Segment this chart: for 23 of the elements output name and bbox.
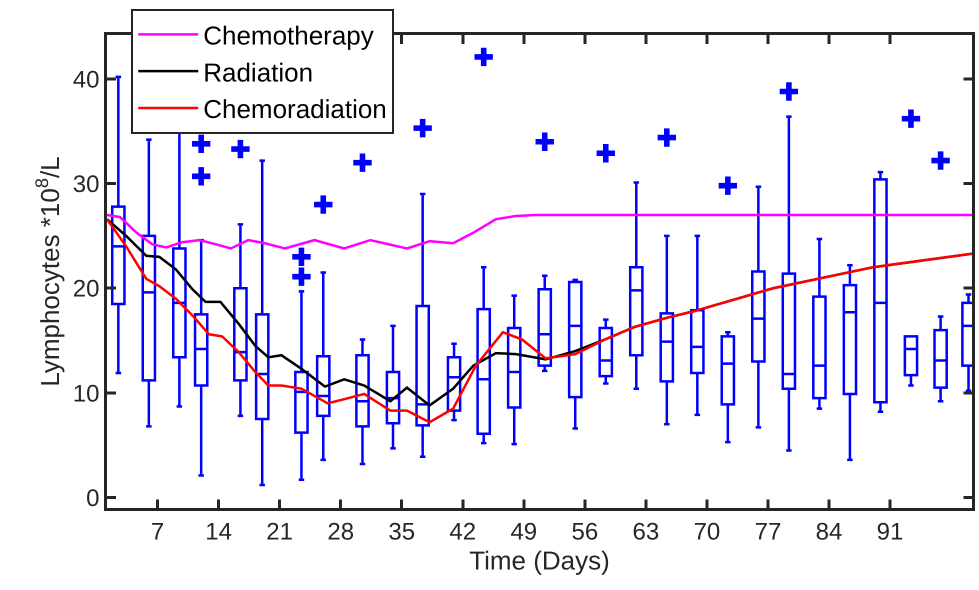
- y-tick-label: 40: [72, 66, 100, 94]
- x-tick-label: 14: [205, 518, 232, 546]
- x-tick-label: 77: [754, 518, 782, 546]
- x-tick-label: 42: [449, 518, 476, 546]
- x-tick-label: 49: [510, 518, 538, 546]
- y-tick-label: 20: [72, 276, 100, 303]
- x-axis-title: Time (Days): [469, 546, 610, 576]
- x-tick-label: 84: [816, 518, 842, 546]
- x-tick-label: 63: [632, 518, 660, 546]
- legend-label: Chemoradiation: [203, 94, 387, 124]
- y-tick-label: 10: [72, 380, 100, 408]
- x-tick-label: 21: [266, 518, 293, 546]
- x-tick-label: 70: [694, 518, 720, 546]
- y-tick-label: 30: [72, 171, 100, 198]
- y-tick-label: 0: [86, 484, 100, 512]
- x-tick-label: 56: [571, 518, 598, 546]
- legend-label: Chemotherapy: [203, 20, 374, 51]
- x-tick-label: 91: [876, 518, 904, 546]
- line-series: [107, 214, 972, 250]
- legend-label: Radiation: [203, 57, 314, 88]
- x-tick-label: 7: [150, 518, 164, 546]
- x-tick-label: 35: [388, 518, 416, 546]
- x-tick-label: 28: [327, 518, 354, 546]
